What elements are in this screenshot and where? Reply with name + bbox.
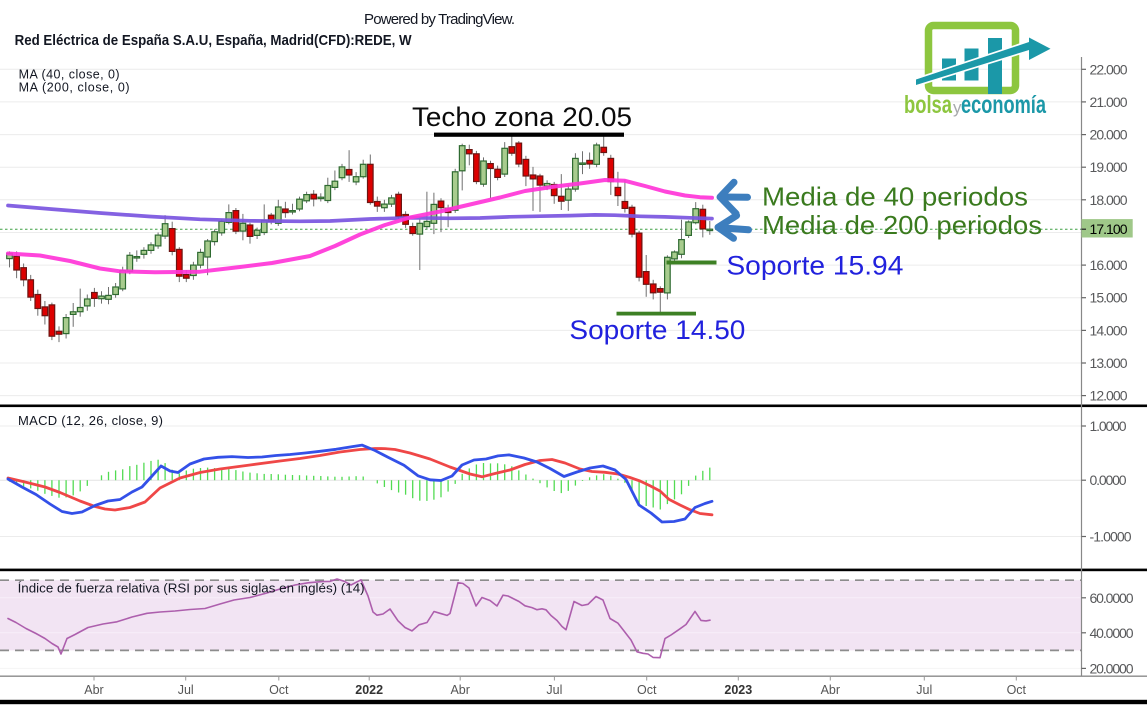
svg-text:40.0000: 40.0000 xyxy=(1090,625,1134,641)
svg-text:-1.0000: -1.0000 xyxy=(1090,529,1132,545)
svg-text:Abr: Abr xyxy=(821,683,840,697)
svg-text:economía: economía xyxy=(961,91,1047,119)
svg-text:MA (40, close, 0): MA (40, close, 0) xyxy=(19,68,120,82)
svg-text:17.100: 17.100 xyxy=(1090,221,1128,237)
svg-text:Soporte 15.94: Soporte 15.94 xyxy=(726,251,903,281)
svg-text:Techo zona 20.05: Techo zona 20.05 xyxy=(412,102,632,132)
svg-text:Media de 200 periodos: Media de 200 periodos xyxy=(762,210,1042,240)
svg-text:Jul: Jul xyxy=(178,683,194,697)
svg-text:22.000: 22.000 xyxy=(1090,61,1128,77)
svg-text:Oct: Oct xyxy=(1007,683,1027,697)
svg-text:1.0000: 1.0000 xyxy=(1090,418,1127,434)
svg-text:16.000: 16.000 xyxy=(1090,257,1128,273)
svg-text:Índice de fuerza relativa (RSI: Índice de fuerza relativa (RSI por sus s… xyxy=(18,581,365,596)
svg-text:Powered by TradingView.: Powered by TradingView. xyxy=(364,11,515,28)
svg-text:Abr: Abr xyxy=(450,683,469,697)
svg-text:12.000: 12.000 xyxy=(1090,388,1128,404)
svg-text:bolsa: bolsa xyxy=(904,91,953,119)
svg-text:Abr: Abr xyxy=(84,683,103,697)
svg-text:Soporte 14.50: Soporte 14.50 xyxy=(569,315,745,345)
svg-text:MACD (12, 26, close, 9): MACD (12, 26, close, 9) xyxy=(18,413,163,428)
svg-text:Media de 40 periodos: Media de 40 periodos xyxy=(762,182,1028,212)
svg-text:2023: 2023 xyxy=(724,683,752,697)
svg-text:13.000: 13.000 xyxy=(1090,355,1128,371)
svg-text:Jul: Jul xyxy=(546,683,562,697)
svg-text:15.000: 15.000 xyxy=(1090,290,1128,306)
svg-text:MA (200, close, 0): MA (200, close, 0) xyxy=(19,81,130,95)
svg-text:Red Eléctrica de España S.A.U,: Red Eléctrica de España S.A.U, España, M… xyxy=(15,32,413,49)
svg-text:0.0000: 0.0000 xyxy=(1090,472,1127,488)
svg-text:Oct: Oct xyxy=(269,683,289,697)
svg-text:20.0000: 20.0000 xyxy=(1090,660,1134,676)
svg-text:2022: 2022 xyxy=(355,683,383,697)
svg-text:20.000: 20.000 xyxy=(1090,127,1128,143)
svg-text:19.000: 19.000 xyxy=(1090,159,1128,175)
svg-text:Jul: Jul xyxy=(916,683,932,697)
svg-text:60.0000: 60.0000 xyxy=(1090,590,1134,606)
svg-text:18.000: 18.000 xyxy=(1090,192,1128,208)
svg-text:21.000: 21.000 xyxy=(1090,94,1128,110)
svg-text:Oct: Oct xyxy=(637,683,657,697)
svg-text:14.000: 14.000 xyxy=(1090,322,1128,338)
svg-text:y: y xyxy=(953,98,962,117)
